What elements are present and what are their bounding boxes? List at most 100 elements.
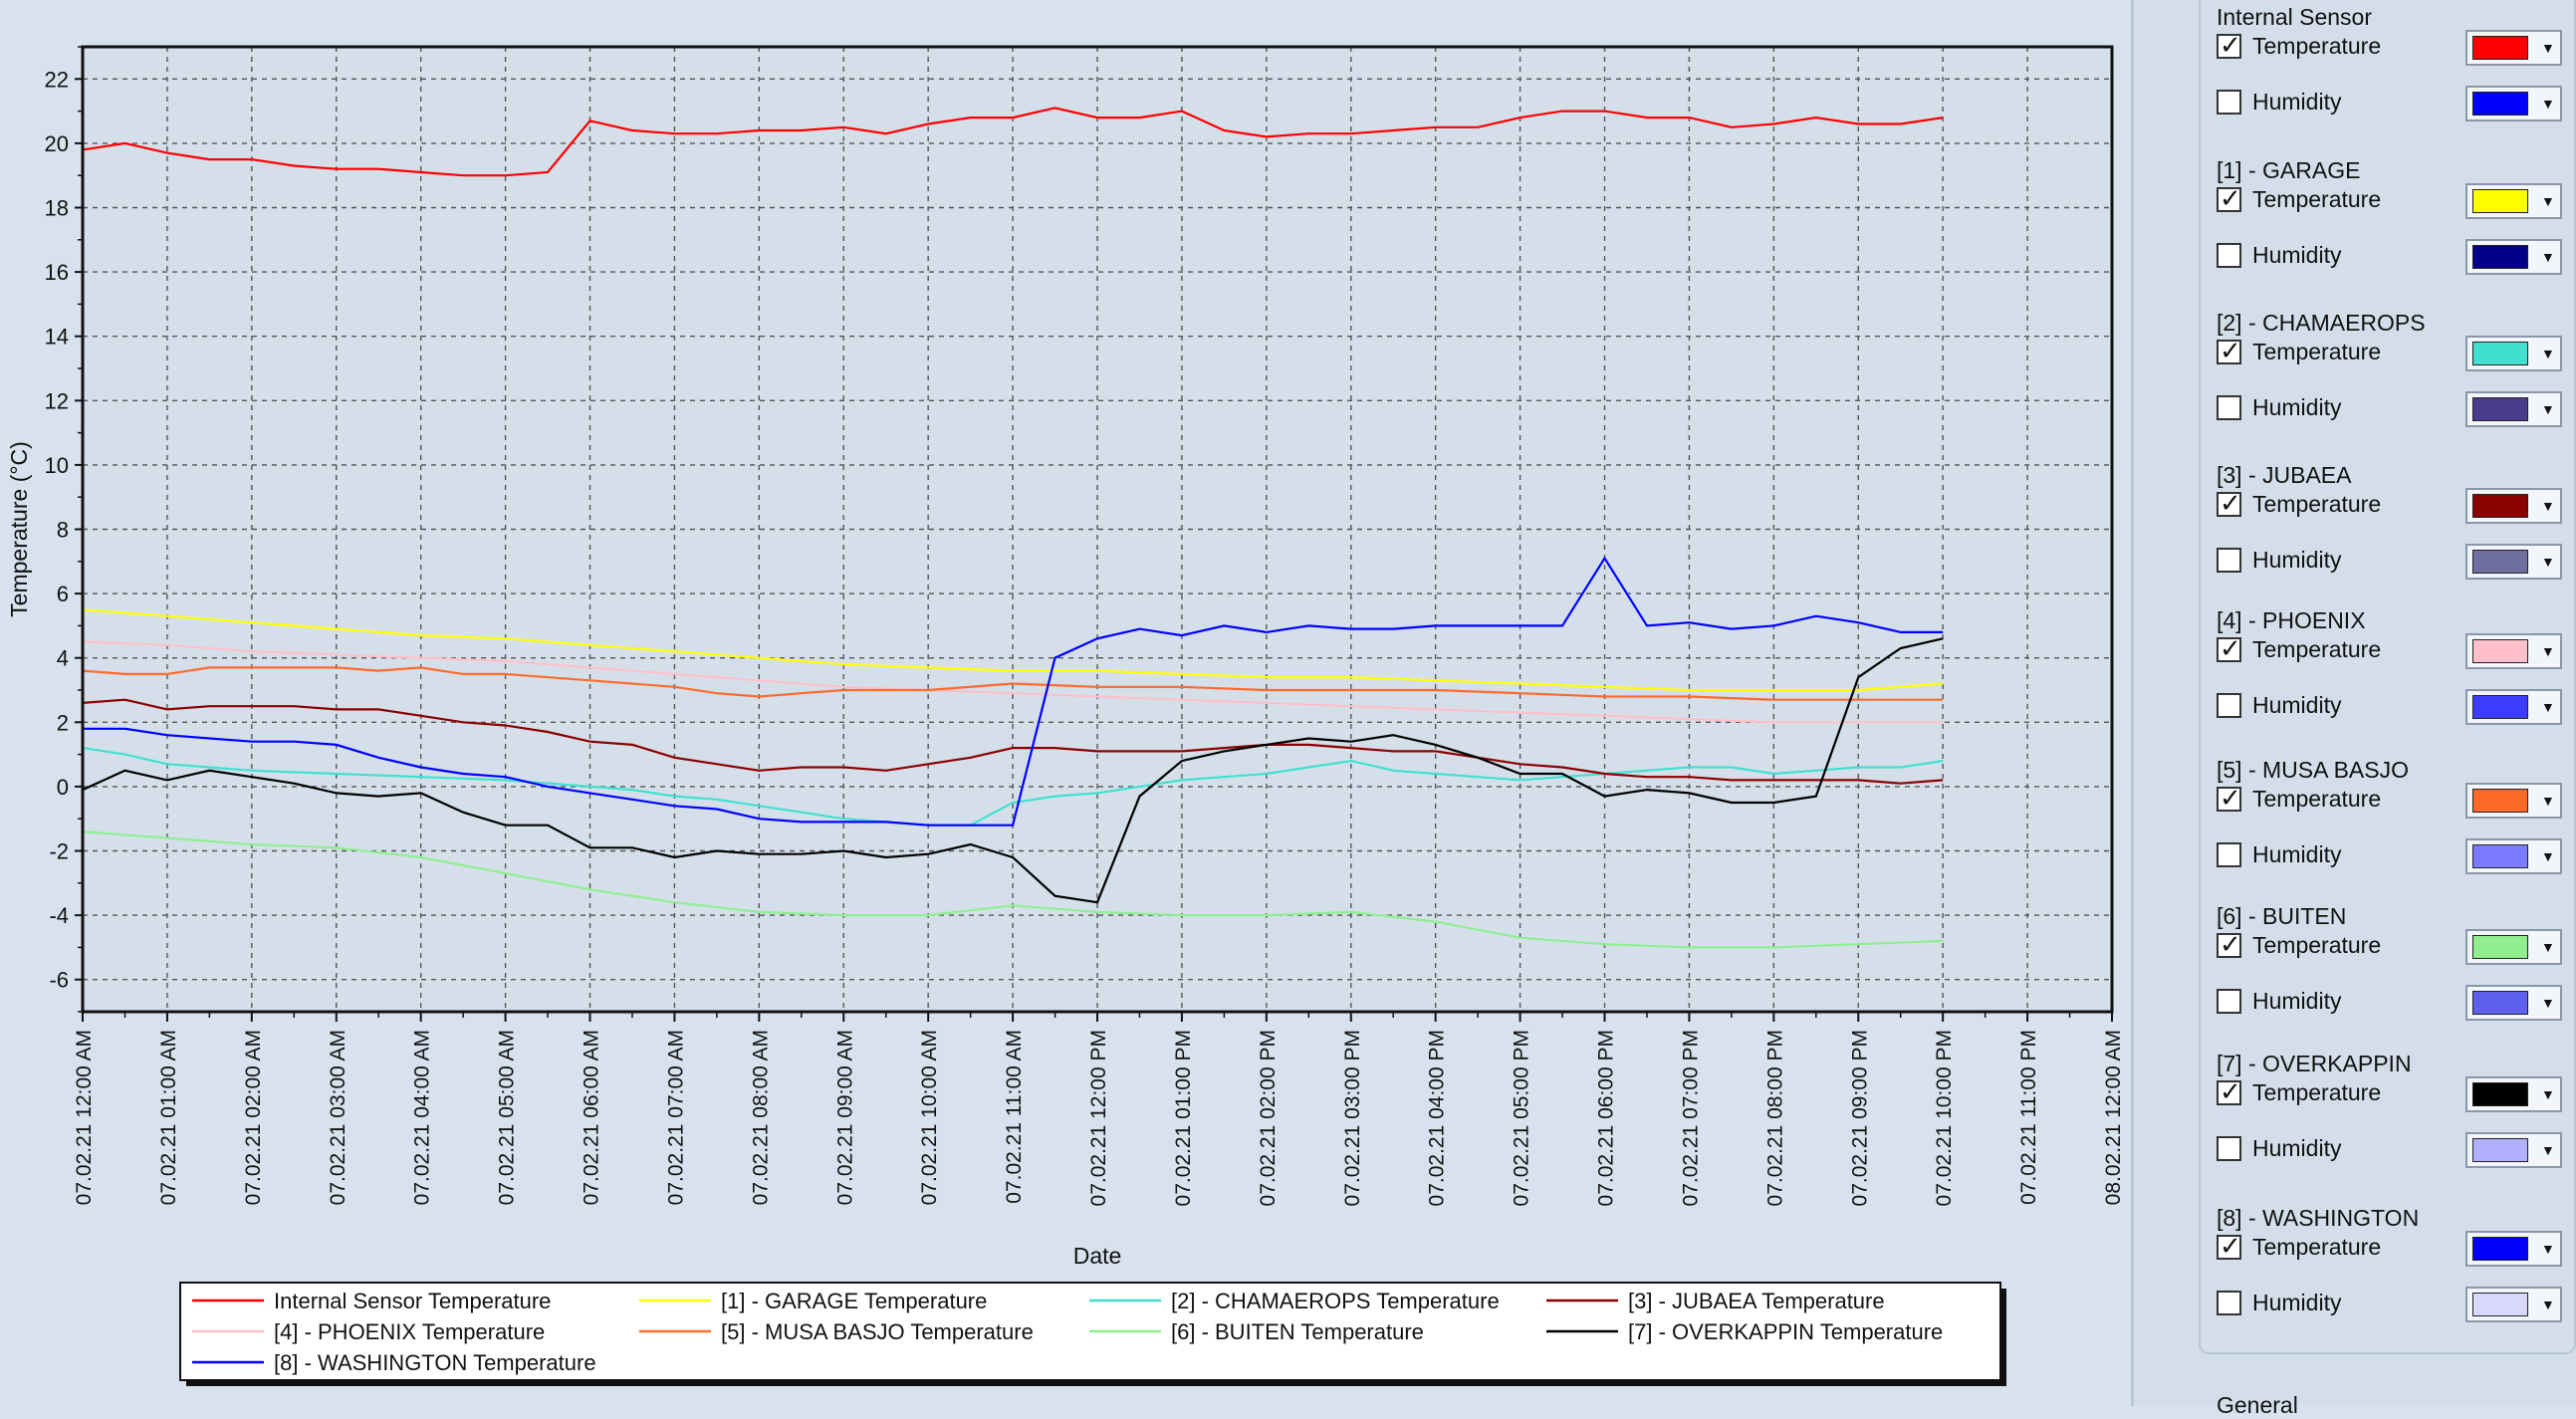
chevron-down-icon: ▼ <box>2541 1142 2555 1158</box>
option-row-6-buiten-temperature: ✓ Temperature ▼ <box>2217 927 2565 967</box>
sensor-title-8-washington: [8] - WASHINGTON <box>2217 1205 2420 1231</box>
option-row-4-phoenix-humidity: Humidity ▼ <box>2217 687 2565 727</box>
temperature-checkbox[interactable]: ✓ <box>2217 183 2241 213</box>
color-picker-dropdown[interactable]: ▼ <box>2465 838 2562 874</box>
option-row-7-overkappin-humidity: Humidity ▼ <box>2217 1130 2565 1170</box>
x-tick-label: 07.02.21 06:00 PM <box>1595 1030 1618 1206</box>
checkmark-icon: ✓ <box>2220 336 2241 365</box>
color-picker-dropdown[interactable]: ▼ <box>2465 336 2562 371</box>
x-tick-label: 07.02.21 02:00 PM <box>1257 1030 1280 1206</box>
x-tick-label: 07.02.21 07:00 AM <box>664 1030 687 1205</box>
color-swatch <box>2472 1082 2528 1106</box>
y-tick-label: 10 <box>45 453 69 478</box>
color-picker-dropdown[interactable]: ▼ <box>2465 239 2562 275</box>
x-tick-label: 07.02.21 10:00 AM <box>918 1030 941 1205</box>
y-tick-label: 16 <box>45 260 69 285</box>
temperature-label: Temperature <box>2252 1079 2382 1105</box>
temperature-checkbox[interactable]: ✓ <box>2217 783 2241 813</box>
humidity-label: Humidity <box>2252 692 2342 718</box>
color-picker-dropdown[interactable]: ▼ <box>2465 30 2562 66</box>
option-row-1-garage-humidity: Humidity ▼ <box>2217 237 2565 277</box>
temperature-checkbox[interactable]: ✓ <box>2217 336 2241 365</box>
legend-entry: [6] - BUITEN Temperature <box>1171 1319 1424 1344</box>
color-picker-dropdown[interactable]: ▼ <box>2465 391 2562 427</box>
panel-splitter[interactable] <box>2131 0 2134 1406</box>
series-line-1-garage-temperature <box>82 608 1944 692</box>
chevron-down-icon: ▼ <box>2541 1297 2555 1312</box>
temperature-checkbox[interactable]: ✓ <box>2217 633 2241 663</box>
color-picker-dropdown[interactable]: ▼ <box>2465 689 2562 725</box>
chevron-down-icon: ▼ <box>2541 554 2555 570</box>
chevron-down-icon: ▼ <box>2541 193 2555 209</box>
temperature-label: Temperature <box>2252 636 2382 662</box>
color-picker-dropdown[interactable]: ▼ <box>2465 183 2562 219</box>
series-line-7-overkappin-temperature <box>82 637 1944 904</box>
color-picker-dropdown[interactable]: ▼ <box>2465 86 2562 121</box>
y-axis-title: Temperature (°C) <box>6 441 32 617</box>
legend-entry: Internal Sensor Temperature <box>274 1289 551 1313</box>
humidity-checkbox[interactable] <box>2217 693 2241 718</box>
temperature-label: Temperature <box>2252 1234 2382 1260</box>
chevron-down-icon: ▼ <box>2541 401 2555 417</box>
color-picker-dropdown[interactable]: ▼ <box>2465 544 2562 580</box>
humidity-label: Humidity <box>2252 988 2342 1014</box>
chevron-down-icon: ▼ <box>2541 40 2555 56</box>
y-tick-label: -6 <box>49 968 69 993</box>
y-tick-label: 0 <box>57 775 69 800</box>
temperature-checkbox[interactable]: ✓ <box>2217 929 2241 959</box>
checkmark-icon: ✓ <box>2220 183 2241 213</box>
temperature-checkbox[interactable]: ✓ <box>2217 30 2241 60</box>
y-tick-label: 20 <box>45 131 69 156</box>
humidity-checkbox[interactable] <box>2217 395 2241 420</box>
sensor-title-5-musa-basjo: [5] - MUSA BASJO <box>2217 757 2409 783</box>
humidity-checkbox[interactable] <box>2217 548 2241 573</box>
x-tick-label: 07.02.21 02:00 AM <box>242 1030 265 1205</box>
checkmark-icon: ✓ <box>2220 783 2241 813</box>
sensor-settings-panel: General Internal Sensor ✓ Temperature ▼ Humi… <box>2134 0 2576 1418</box>
x-tick-label: 07.02.21 04:00 PM <box>1426 1030 1449 1206</box>
humidity-checkbox[interactable] <box>2217 842 2241 867</box>
color-swatch <box>2472 189 2528 213</box>
chevron-down-icon: ▼ <box>2541 995 2555 1011</box>
color-picker-dropdown[interactable]: ▼ <box>2465 488 2562 524</box>
color-swatch <box>2472 789 2528 813</box>
humidity-checkbox[interactable] <box>2217 989 2241 1014</box>
humidity-label: Humidity <box>2252 1290 2342 1315</box>
humidity-checkbox[interactable] <box>2217 90 2241 115</box>
x-tick-label: 07.02.21 12:00 AM <box>73 1030 96 1205</box>
humidity-checkbox[interactable] <box>2217 243 2241 268</box>
x-tick-label: 07.02.21 03:00 PM <box>1341 1030 1364 1206</box>
color-picker-dropdown[interactable]: ▼ <box>2465 929 2562 965</box>
series-line-4-phoenix-temperature <box>82 640 1944 724</box>
y-tick-label: 8 <box>57 518 69 543</box>
color-picker-dropdown[interactable]: ▼ <box>2465 985 2562 1021</box>
temperature-label: Temperature <box>2252 339 2382 364</box>
color-picker-dropdown[interactable]: ▼ <box>2465 1076 2562 1112</box>
option-row-4-phoenix-temperature: ✓ Temperature ▼ <box>2217 631 2565 671</box>
checkmark-icon: ✓ <box>2220 929 2241 959</box>
temperature-checkbox[interactable]: ✓ <box>2217 488 2241 518</box>
legend-entry: [5] - MUSA BASJO Temperature <box>721 1319 1034 1344</box>
temperature-checkbox[interactable]: ✓ <box>2217 1231 2241 1261</box>
x-tick-label: 07.02.21 11:00 PM <box>2017 1030 2040 1205</box>
x-tick-label: 08.02.21 12:00 AM <box>2102 1030 2125 1205</box>
humidity-checkbox[interactable] <box>2217 1136 2241 1161</box>
sensor-title-internal-sensor: Internal Sensor <box>2217 4 2372 30</box>
color-picker-dropdown[interactable]: ▼ <box>2465 1132 2562 1168</box>
series-line-internal-sensor-temperature <box>82 107 1944 177</box>
color-picker-dropdown[interactable]: ▼ <box>2465 1231 2562 1267</box>
temperature-checkbox[interactable]: ✓ <box>2217 1076 2241 1106</box>
color-picker-dropdown[interactable]: ▼ <box>2465 633 2562 669</box>
temperature-label: Temperature <box>2252 786 2382 812</box>
x-tick-label: 07.02.21 11:00 AM <box>1003 1030 1026 1204</box>
humidity-checkbox[interactable] <box>2217 1291 2241 1315</box>
series-line-8-washington-temperature <box>83 556 1944 827</box>
option-row-3-jubaea-temperature: ✓ Temperature ▼ <box>2217 486 2565 526</box>
temperature-chart: -6 -4 -2 0 2 4 6 8 10 12 14 16 18 20 22 07.02.21 12:00 … <box>6 45 2125 1386</box>
color-picker-dropdown[interactable]: ▼ <box>2465 783 2562 819</box>
chevron-down-icon: ▼ <box>2541 96 2555 112</box>
color-swatch <box>2472 92 2528 116</box>
series-line-5-musa-basjo-temperature <box>82 666 1944 701</box>
color-picker-dropdown[interactable]: ▼ <box>2465 1287 2562 1322</box>
y-tick-label: 22 <box>45 67 69 92</box>
